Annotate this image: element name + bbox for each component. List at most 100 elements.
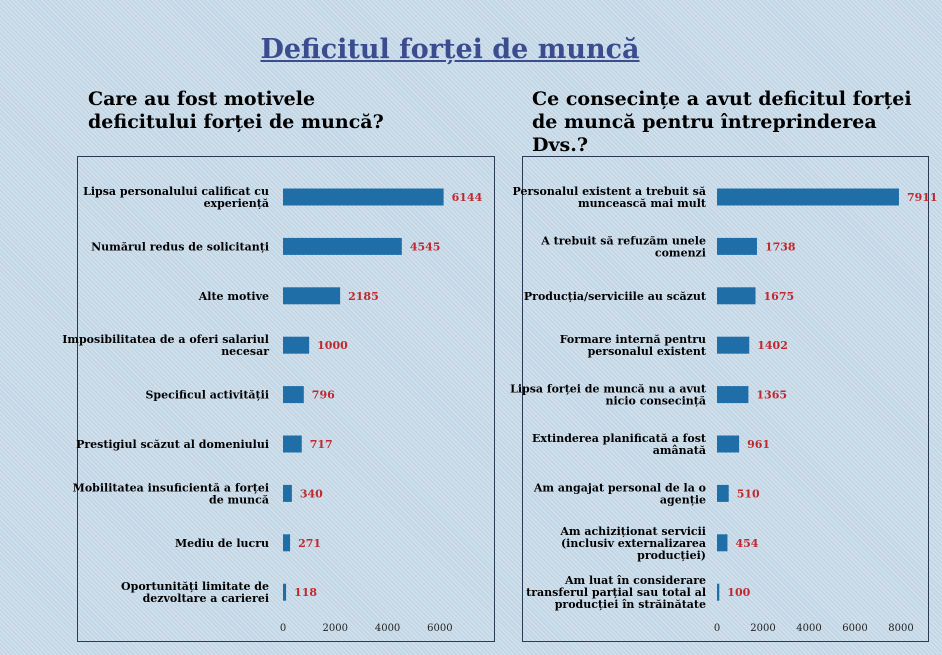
category-label: Am achiziționat servicii (inclusiv extern… <box>559 525 706 562</box>
category-label: Producția/serviciile au scăzut <box>524 290 707 303</box>
slide-title: Deficitul forței de muncă <box>260 34 640 65</box>
category-label-line: Formare internă pentru <box>560 333 706 346</box>
category-label-line: Extinderea planificată a fost <box>532 432 707 445</box>
category-label-line: producției în străinătate <box>555 598 706 611</box>
right-chart-panel: Personalul existent a trebuit să munceasc… <box>510 156 938 642</box>
category-label: Alte motive <box>198 290 269 303</box>
category-label-line: personalul existent <box>588 345 707 358</box>
category-label-line: Lipsa personalului calificat cu <box>83 185 269 198</box>
x-tick-label: 4000 <box>796 623 821 634</box>
category-label: Mobilitatea insuficientă a forței de munc… <box>73 481 269 506</box>
x-tick-label: 6000 <box>427 623 452 634</box>
category-label: Mediu de lucru <box>175 537 269 550</box>
x-tick-label: 2000 <box>323 623 348 634</box>
bar <box>717 188 899 206</box>
bar <box>283 484 292 502</box>
category-label: Am angajat personal de la o agenție <box>533 481 706 506</box>
category-label-line: producției) <box>637 549 706 562</box>
data-label: 961 <box>747 438 770 451</box>
category-label-line: Producția/serviciile au scăzut <box>524 290 707 303</box>
bar <box>717 237 757 255</box>
right-bar-chart: Personalul existent a trebuit să munceasc… <box>510 185 937 634</box>
category-label-line: amânată <box>653 444 706 457</box>
left-bar-chart: Lipsa personalului calificat cu experienț… <box>62 185 483 634</box>
data-label: 271 <box>298 537 321 550</box>
data-label: 6144 <box>452 191 483 204</box>
data-label: 1738 <box>765 240 796 253</box>
bar <box>283 583 287 601</box>
bar <box>717 386 749 404</box>
data-label: 100 <box>727 586 750 599</box>
category-label-line: Oportunități limitate de <box>121 580 269 593</box>
category-label-line: de muncă <box>209 493 269 506</box>
bar <box>283 435 302 453</box>
bar <box>283 386 304 404</box>
category-label-line: dezvoltare a carierei <box>143 592 269 605</box>
bar <box>283 534 291 552</box>
category-label-line: (inclusiv externalizarea <box>561 537 706 550</box>
category-label: Lipsa forței de muncă nu a avut nicio con… <box>510 383 707 408</box>
category-label: Extinderea planificată a fost amânată <box>532 432 707 457</box>
category-label-line: comenzi <box>655 246 706 259</box>
left-chart-title: Care au fost motivele deficitului forței… <box>88 88 384 133</box>
category-label: Numărul redus de solicitanți <box>91 240 269 253</box>
data-label: 454 <box>735 537 758 550</box>
bar <box>717 287 756 305</box>
bar <box>283 287 341 305</box>
category-label-line: A trebuit să refuzăm unele <box>540 234 706 247</box>
category-label-line: Mobilitatea insuficientă a forței <box>73 481 269 494</box>
category-label: A trebuit să refuzăm unele comenzi <box>540 234 706 259</box>
category-label: Lipsa personalului calificat cu experienț… <box>83 185 269 210</box>
data-label: 1675 <box>764 290 795 303</box>
bar <box>717 435 740 453</box>
category-label-line: Am angajat personal de la o <box>533 481 706 494</box>
bar <box>283 237 402 255</box>
bar <box>717 336 750 354</box>
bar <box>283 336 310 354</box>
category-label-line: Am luat în considerare <box>564 574 706 587</box>
left-chart-panel: Lipsa personalului calificat cu experienț… <box>62 156 495 642</box>
x-tick-label: 4000 <box>375 623 400 634</box>
category-label: Oportunități limitate de dezvoltare a car… <box>121 580 269 605</box>
x-tick-label: 0 <box>280 623 286 634</box>
category-label: Am luat în considerare transferul parțial… <box>526 574 706 611</box>
category-label-line: Personalul existent a trebuit să <box>513 185 706 198</box>
category-label: Formare internă pentru personalul existen… <box>560 333 707 358</box>
category-label: Personalul existent a trebuit să munceasc… <box>513 185 707 210</box>
data-label: 7911 <box>907 191 938 204</box>
bar <box>283 188 444 206</box>
data-label: 796 <box>312 389 335 402</box>
data-label: 2185 <box>348 290 379 303</box>
category-label-line: Specificul activității <box>145 389 269 402</box>
bar <box>717 484 729 502</box>
category-label-line: Alte motive <box>198 290 269 303</box>
x-tick-label: 0 <box>714 623 720 634</box>
bar <box>717 534 728 552</box>
data-label: 1365 <box>756 389 787 402</box>
category-label-line: necesar <box>221 345 269 358</box>
category-label-line: Lipsa forței de muncă nu a avut <box>510 383 707 396</box>
category-label-line: transferul parțial sau total al <box>526 586 706 599</box>
category-label: Prestigiul scăzut al domeniului <box>76 438 269 451</box>
category-label-line: Prestigiul scăzut al domeniului <box>76 438 269 451</box>
data-label: 1000 <box>317 339 348 352</box>
right-chart-title: Ce consecințe a avut deficitul forței de… <box>532 88 912 156</box>
category-label-line: agenție <box>660 493 706 506</box>
x-tick-label: 6000 <box>842 623 867 634</box>
category-label-line: Numărul redus de solicitanți <box>91 240 269 253</box>
category-label-line: Am achiziționat servicii <box>559 525 706 538</box>
category-label: Specificul activității <box>145 389 269 402</box>
category-label-line: nicio consecință <box>605 395 706 408</box>
category-label-line: Mediu de lucru <box>175 537 269 550</box>
category-label-line: muncească mai mult <box>578 197 707 210</box>
data-label: 717 <box>310 438 333 451</box>
data-label: 118 <box>294 586 317 599</box>
category-label-line: Imposibilitatea de a oferi salariul <box>62 333 269 346</box>
category-label: Imposibilitatea de a oferi salariul neces… <box>62 333 269 358</box>
data-label: 1402 <box>757 339 788 352</box>
x-tick-label: 2000 <box>750 623 775 634</box>
data-label: 510 <box>737 487 760 500</box>
data-label: 340 <box>300 487 323 500</box>
data-label: 4545 <box>410 240 441 253</box>
bar <box>717 583 720 601</box>
